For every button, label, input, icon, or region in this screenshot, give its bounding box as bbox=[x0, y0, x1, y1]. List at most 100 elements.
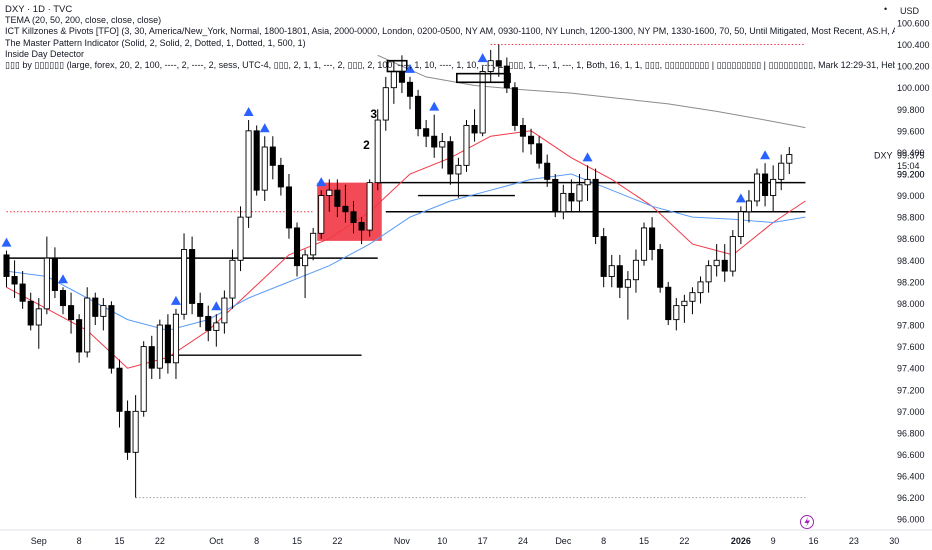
candle[interactable] bbox=[189, 236, 196, 315]
legend-master-pattern[interactable]: The Master Pattern Indicator (Solid, 2, … bbox=[5, 37, 306, 48]
candle[interactable] bbox=[657, 244, 664, 293]
candle[interactable] bbox=[495, 44, 502, 77]
candle[interactable] bbox=[92, 292, 99, 326]
candle[interactable] bbox=[68, 292, 75, 334]
candle[interactable] bbox=[649, 217, 656, 261]
candle[interactable] bbox=[213, 314, 220, 347]
candle[interactable] bbox=[326, 179, 333, 212]
candle[interactable] bbox=[673, 298, 680, 331]
candle[interactable] bbox=[342, 184, 349, 223]
candle[interactable] bbox=[431, 114, 438, 158]
candle[interactable] bbox=[310, 227, 317, 261]
candle[interactable] bbox=[415, 89, 422, 137]
candle[interactable] bbox=[762, 163, 769, 207]
signal-triangle-icon[interactable] bbox=[429, 101, 440, 111]
candle[interactable] bbox=[713, 244, 720, 277]
candle[interactable] bbox=[132, 395, 139, 498]
symbol-title[interactable]: DXY · 1D · TVC bbox=[5, 4, 73, 15]
candle[interactable] bbox=[471, 109, 478, 142]
candle[interactable] bbox=[140, 341, 147, 417]
candle[interactable] bbox=[293, 222, 301, 277]
candle[interactable] bbox=[318, 190, 325, 239]
candle[interactable] bbox=[721, 244, 728, 282]
signal-triangle-icon[interactable] bbox=[57, 274, 68, 284]
candle[interactable] bbox=[447, 136, 454, 185]
candle[interactable] bbox=[439, 132, 446, 169]
signal-triangle-icon[interactable] bbox=[259, 123, 270, 133]
candle[interactable] bbox=[172, 308, 180, 379]
candle[interactable] bbox=[423, 120, 430, 148]
candle[interactable] bbox=[366, 179, 373, 237]
candle[interactable] bbox=[205, 305, 212, 342]
plot-area[interactable]: 32 bbox=[1, 44, 806, 499]
signal-triangle-icon[interactable] bbox=[211, 301, 222, 311]
candle[interactable] bbox=[406, 76, 414, 110]
price-axis[interactable]: 100.600 100.400 100.200 100.000 99.800 99.600… bbox=[897, 18, 930, 524]
candle[interactable] bbox=[382, 76, 389, 131]
candle[interactable] bbox=[463, 120, 470, 172]
candle[interactable] bbox=[116, 359, 123, 428]
legend-tema[interactable]: TEMA (20, 50, 200, close, close, close) bbox=[5, 15, 162, 26]
candle[interactable] bbox=[156, 319, 163, 379]
signal-triangle-icon[interactable] bbox=[735, 193, 746, 203]
candle[interactable] bbox=[745, 190, 752, 223]
candle[interactable] bbox=[544, 154, 551, 187]
legend-killzones[interactable]: ICT Killzones & Pivots [TFO] (3, 30, Ame… bbox=[5, 26, 895, 37]
candle[interactable] bbox=[245, 120, 252, 228]
candle[interactable] bbox=[51, 247, 58, 299]
candle[interactable] bbox=[237, 206, 244, 272]
candle[interactable] bbox=[180, 233, 188, 320]
candle[interactable] bbox=[640, 222, 648, 266]
candle[interactable] bbox=[261, 136, 268, 201]
candle[interactable] bbox=[221, 290, 228, 334]
candle[interactable] bbox=[124, 400, 131, 460]
currency-label[interactable]: USD bbox=[900, 6, 920, 16]
candle[interactable] bbox=[552, 173, 559, 218]
candle[interactable] bbox=[576, 173, 583, 212]
candle[interactable] bbox=[35, 298, 42, 349]
signal-triangle-icon[interactable] bbox=[316, 177, 327, 187]
candle[interactable] bbox=[592, 168, 599, 245]
candle[interactable] bbox=[689, 287, 696, 315]
candle[interactable] bbox=[786, 147, 793, 174]
signal-triangle-icon[interactable] bbox=[243, 107, 254, 117]
time-axis[interactable]: Sep 8 15 22 Oct 8 15 22 Nov 10 17 24 Dec 8 15 22 2026 9 16… bbox=[31, 536, 899, 546]
candle[interactable] bbox=[19, 271, 26, 309]
candle[interactable] bbox=[84, 287, 91, 358]
lightning-icon[interactable] bbox=[800, 515, 814, 529]
candle[interactable] bbox=[600, 227, 607, 288]
candle[interactable] bbox=[350, 200, 357, 234]
candle[interactable] bbox=[11, 260, 18, 299]
candle[interactable] bbox=[269, 136, 276, 180]
candle[interactable] bbox=[479, 66, 486, 137]
candle[interactable] bbox=[3, 250, 10, 288]
candle[interactable] bbox=[778, 154, 785, 191]
candle[interactable] bbox=[277, 157, 284, 196]
candle[interactable] bbox=[519, 117, 527, 153]
candle[interactable] bbox=[705, 260, 712, 293]
candle[interactable] bbox=[568, 179, 575, 212]
candle[interactable] bbox=[632, 249, 640, 293]
candle[interactable] bbox=[729, 230, 736, 277]
candle[interactable] bbox=[528, 128, 535, 155]
candle[interactable] bbox=[253, 125, 260, 196]
candle[interactable] bbox=[374, 109, 381, 191]
signal-triangle-icon[interactable] bbox=[405, 63, 415, 73]
candle[interactable] bbox=[334, 179, 341, 218]
candle[interactable] bbox=[536, 136, 543, 169]
candle[interactable] bbox=[487, 49, 494, 83]
candle[interactable] bbox=[100, 298, 107, 331]
signal-triangle-icon[interactable] bbox=[760, 150, 771, 160]
candle[interactable] bbox=[76, 314, 83, 363]
more-icon[interactable]: • bbox=[884, 4, 888, 14]
candle[interactable] bbox=[616, 254, 623, 299]
candle[interactable] bbox=[27, 292, 34, 331]
candle[interactable] bbox=[59, 287, 67, 315]
candle[interactable] bbox=[681, 294, 688, 323]
candle[interactable] bbox=[560, 184, 567, 220]
legend-inside-day[interactable]: Inside Day Detector bbox=[5, 48, 85, 59]
signal-triangle-icon[interactable] bbox=[170, 295, 181, 305]
candle[interactable] bbox=[455, 157, 462, 198]
signal-triangle-icon[interactable] bbox=[1, 237, 12, 247]
